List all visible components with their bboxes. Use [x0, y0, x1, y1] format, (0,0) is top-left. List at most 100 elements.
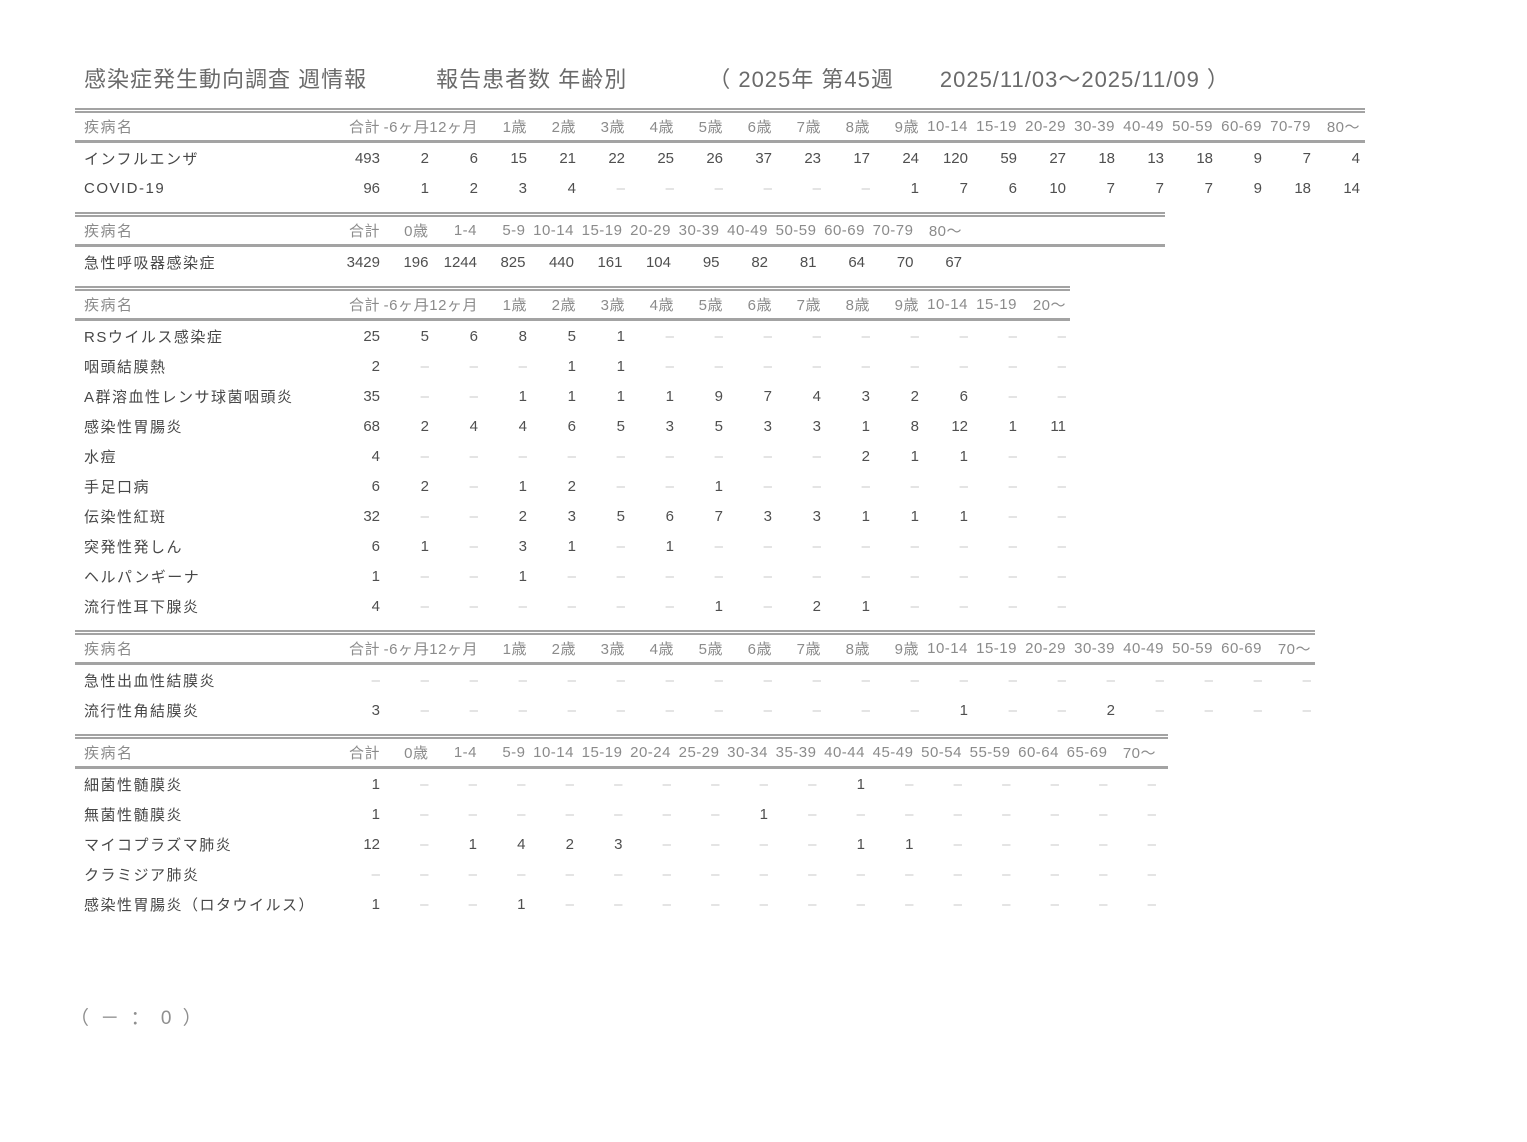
column-header: 1歳: [478, 635, 527, 665]
value-cell: –: [1057, 567, 1066, 585]
value-cell: 3: [371, 701, 380, 719]
report-table-1: 疾病名 合計 -6ヶ月 -12ヶ月 1歳 2歳 3歳 4歳 5歳 6歳 7歳 8歳 9歳 10-14 15-…: [75, 113, 1365, 203]
value-cell: –: [1253, 671, 1262, 689]
table-row: インフルエンザ 493 2 6 15 21 22 25 26 37 23 17 24 120 59 27 18 1…: [75, 142, 1365, 174]
column-header: 5-9: [477, 739, 526, 769]
column-header: 1-4: [428, 739, 477, 769]
value-cell: –: [1057, 327, 1066, 345]
disease-name-cell: 伝染性紅斑: [84, 508, 167, 526]
column-header: -12ヶ月: [424, 113, 478, 143]
value-cell: –: [905, 805, 914, 823]
value-cell: 1: [665, 387, 674, 405]
table-top-rule: [75, 734, 1168, 739]
value-cell: –: [565, 775, 574, 793]
column-header: 1-4: [428, 217, 477, 247]
column-header: 9歳: [870, 635, 919, 665]
value-cell: –: [1057, 597, 1066, 615]
value-cell: –: [518, 357, 527, 375]
disease-name-cell: 急性呼吸器感染症: [84, 254, 217, 272]
value-cell: 2: [420, 477, 429, 495]
column-header: 合計: [340, 291, 380, 321]
value-cell: 5: [714, 417, 723, 435]
value-cell: 96: [363, 179, 380, 197]
value-cell: –: [1002, 895, 1011, 913]
value-cell: 13: [1147, 149, 1164, 167]
value-cell: 825: [500, 253, 526, 271]
column-header: 6歳: [723, 635, 772, 665]
column-header: 1歳: [478, 291, 527, 321]
filler-header: [1311, 635, 1315, 665]
value-cell: –: [1057, 447, 1066, 465]
column-header: 70～: [1107, 739, 1156, 769]
value-cell: –: [420, 701, 429, 719]
value-cell: –: [665, 671, 674, 689]
column-header: 1歳: [478, 113, 527, 143]
value-cell: 15: [510, 149, 527, 167]
value-cell: –: [1106, 671, 1115, 689]
value-cell: –: [856, 805, 865, 823]
value-cell: –: [763, 327, 772, 345]
column-header: 4歳: [625, 635, 674, 665]
value-cell: –: [763, 179, 772, 197]
value-cell: 12: [951, 417, 968, 435]
tables-container: 疾病名 合計 -6ヶ月 -12ヶ月 1歳 2歳 3歳 4歳 5歳 6歳 7歳 8歳 9歳 10-14 15-…: [0, 108, 1527, 919]
table-top-rule: [75, 630, 1315, 635]
value-cell: –: [665, 327, 674, 345]
value-cell: 196: [403, 253, 429, 271]
value-cell: –: [808, 895, 817, 913]
value-cell: –: [856, 865, 865, 883]
column-header: 35-39: [768, 739, 817, 769]
value-cell: –: [812, 701, 821, 719]
value-cell: –: [714, 701, 723, 719]
column-header: 30-34: [719, 739, 768, 769]
report-table-4: 疾病名 合計 -6ヶ月 -12ヶ月 1歳 2歳 3歳 4歳 5歳 6歳 7歳 8歳 9歳 10-14 15-…: [75, 635, 1315, 725]
value-cell: –: [665, 567, 674, 585]
value-cell: –: [567, 701, 576, 719]
filler-cell: [1311, 664, 1315, 696]
value-cell: 1: [371, 775, 380, 793]
value-cell: –: [1302, 671, 1311, 689]
report-table-5: 疾病名 合計 0歳 1-4 5-9 10-14 15-19 20-24 25-29 30-34 35…: [75, 739, 1168, 919]
value-cell: –: [662, 775, 671, 793]
value-cell: –: [567, 447, 576, 465]
value-cell: –: [1008, 327, 1017, 345]
value-cell: –: [616, 567, 625, 585]
filler-header: [1066, 291, 1070, 321]
column-header: 8歳: [821, 635, 870, 665]
table-row: 感染性胃腸炎 68 2 4 4 6 5 3 5 3 3 1 8 12 1 11: [75, 411, 1070, 441]
value-cell: –: [812, 567, 821, 585]
value-cell: 1: [420, 537, 429, 555]
value-cell: –: [665, 447, 674, 465]
value-cell: –: [861, 179, 870, 197]
column-header: 60-69: [816, 217, 865, 247]
value-cell: 440: [548, 253, 574, 271]
value-cell: –: [518, 447, 527, 465]
value-cell: –: [662, 865, 671, 883]
table-row: 伝染性紅斑 32 – – 2 3 5 6 7 3 3 1 1 1 – –: [75, 501, 1070, 531]
filler-cell: [1066, 351, 1070, 381]
table-row: 急性呼吸器感染症 3429 196 1244 825 440 161 104 95 82 81 64 7…: [75, 246, 1165, 278]
value-cell: 1: [567, 537, 576, 555]
value-cell: 1: [518, 567, 527, 585]
value-cell: 17: [853, 149, 870, 167]
value-cell: –: [517, 865, 526, 883]
value-cell: –: [711, 805, 720, 823]
value-cell: 14: [1343, 179, 1360, 197]
value-cell: –: [812, 357, 821, 375]
column-header: 70-79: [1262, 113, 1311, 143]
value-cell: –: [614, 805, 623, 823]
column-header: 55-59: [962, 739, 1011, 769]
column-header: 0歳: [380, 739, 429, 769]
value-cell: 4: [469, 417, 478, 435]
disease-name-cell: 手足口病: [84, 478, 151, 496]
value-cell: –: [517, 805, 526, 823]
value-cell: 5: [567, 327, 576, 345]
value-cell: –: [812, 447, 821, 465]
value-cell: –: [420, 447, 429, 465]
value-cell: 26: [706, 149, 723, 167]
value-cell: –: [1057, 671, 1066, 689]
value-cell: –: [420, 895, 429, 913]
value-cell: –: [910, 567, 919, 585]
value-cell: –: [1008, 567, 1017, 585]
disease-name-cell: 急性出血性結膜炎: [84, 672, 217, 690]
